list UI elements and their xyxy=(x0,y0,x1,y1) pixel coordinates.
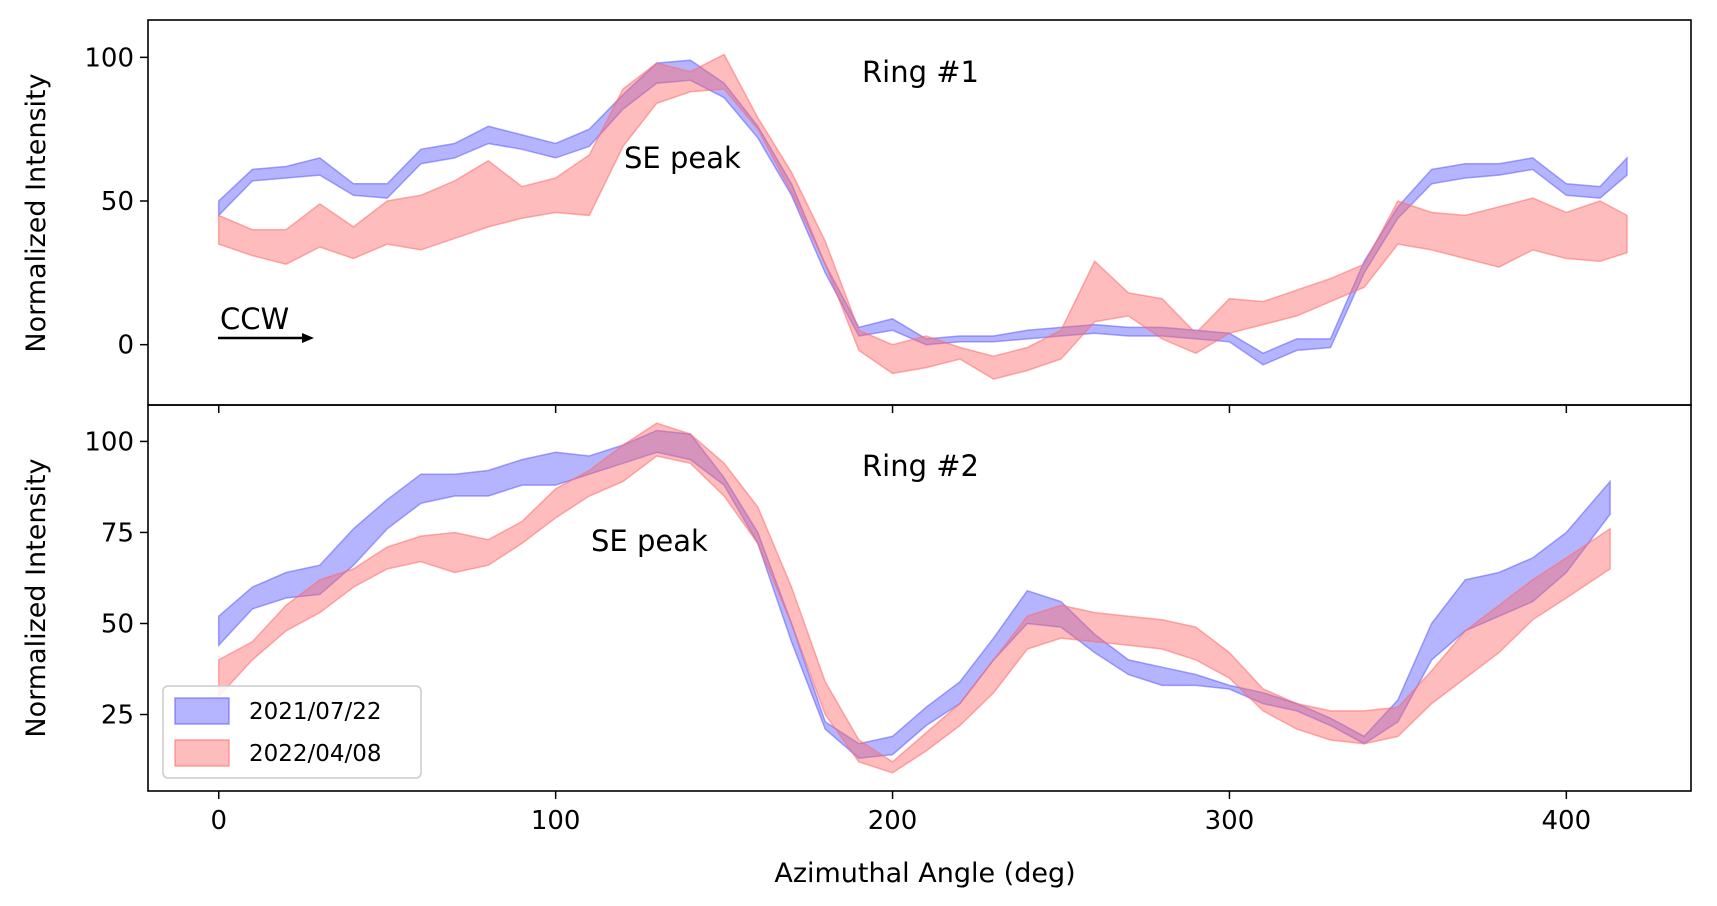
ring-1-ticks: 0 50 100 xyxy=(84,43,1568,413)
ring-1-bands xyxy=(217,53,1628,380)
ring-1-ytick-label: 50 xyxy=(101,187,134,217)
legend-label-2021: 2021/07/22 xyxy=(249,699,382,725)
x-axis-label: Azimuthal Angle (deg) xyxy=(774,858,1075,889)
ring-2-xtick-label: 100 xyxy=(531,806,581,836)
ring-2-se-peak-annotation: SE peak xyxy=(591,524,708,558)
ring-2-xtick-label: 300 xyxy=(1205,806,1255,836)
legend-swatch-2022 xyxy=(174,739,230,767)
ring-2-ticks: 0 100 200 300 400 25 50 75 100 xyxy=(84,427,1591,836)
ring-2-ytick-label: 75 xyxy=(101,518,134,548)
ring-1-panel-label: Ring #1 xyxy=(862,55,979,89)
ring-2-xtick-label: 200 xyxy=(868,806,918,836)
ring-1-band-2021-07-22 xyxy=(217,59,1628,366)
legend-label-2022: 2022/04/08 xyxy=(249,741,382,767)
ring-1-ytick-label: 0 xyxy=(117,331,134,361)
ring-2-ytick-label: 50 xyxy=(101,609,134,639)
panel-ring-1: 0 50 100 Ring #1 SE peak CCW Normalized In… xyxy=(21,19,1692,413)
ring-1-ytick-label: 100 xyxy=(84,43,134,73)
ring-2-ylabel: Normalized Intensity xyxy=(21,458,52,737)
legend-swatch-2021 xyxy=(174,697,230,725)
ccw-arrow-head xyxy=(302,333,314,343)
ring-1-band-2022-04-08 xyxy=(217,53,1628,380)
legend-frame xyxy=(162,685,422,779)
ring-1-se-peak-annotation: SE peak xyxy=(624,141,741,175)
ring-2-ytick-label: 25 xyxy=(101,701,134,731)
legend: 2021/07/22 2022/04/08 xyxy=(162,685,422,779)
panel-ring-2: 0 100 200 300 400 25 50 75 100 Ring #2 SE peak N… xyxy=(21,404,1692,889)
ring-2-bands xyxy=(217,422,1611,774)
ring-2-ytick-label: 100 xyxy=(84,427,134,457)
ring-2-xtick-label: 400 xyxy=(1542,806,1592,836)
ring-1-ylabel: Normalized Intensity xyxy=(21,73,52,352)
ring-2-band-2022-04-08 xyxy=(217,422,1611,774)
ring-2-panel-label: Ring #2 xyxy=(862,449,979,483)
ring-2-xtick-label: 0 xyxy=(210,806,227,836)
ccw-annotation: CCW xyxy=(220,302,289,336)
ring-2-axes-frame xyxy=(147,404,1692,792)
